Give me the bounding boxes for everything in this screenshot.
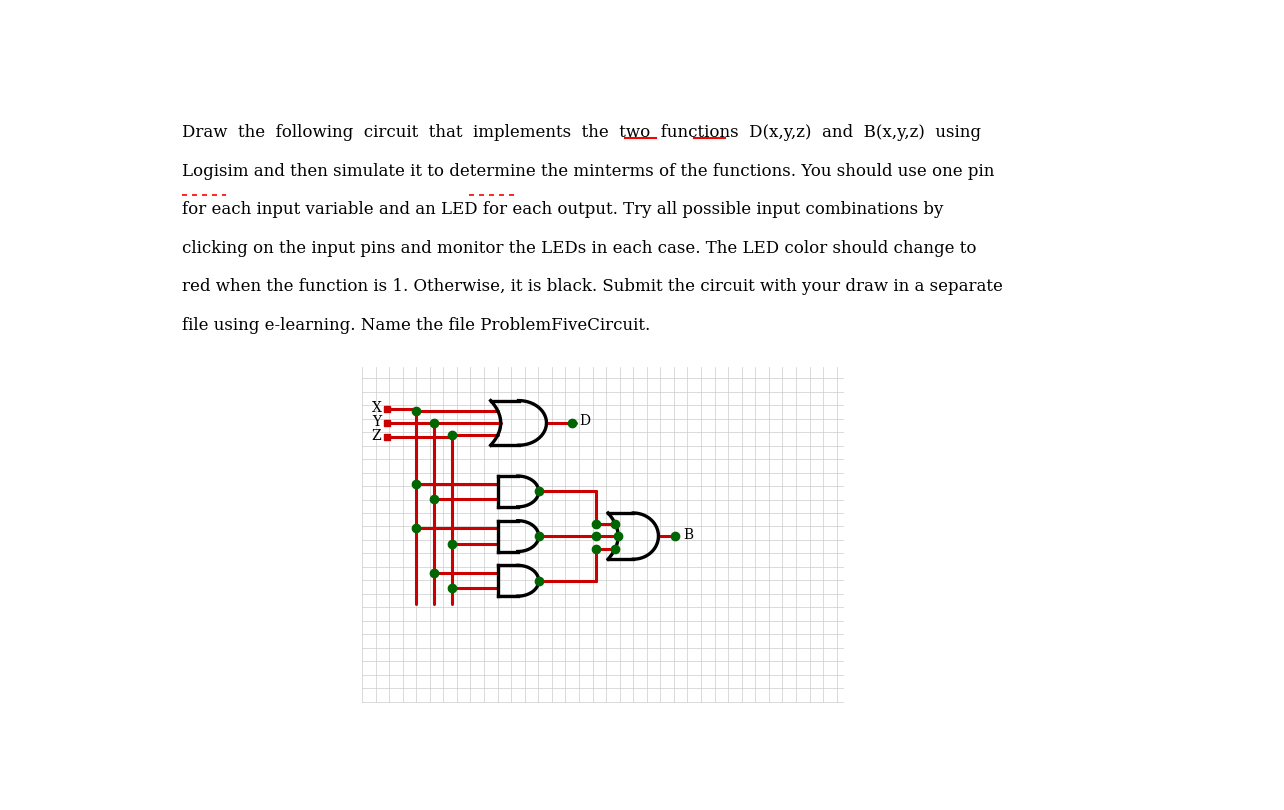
- Text: Logisim and then simulate it to determine the minterms of the functions. You sho: Logisim and then simulate it to determin…: [182, 163, 995, 180]
- Text: X: X: [371, 401, 381, 416]
- Text: clicking on the input pins and monitor the LEDs in each case. The LED color shou: clicking on the input pins and monitor t…: [182, 240, 977, 257]
- Text: red when the function is 1. Otherwise, it is black. Submit the circuit with your: red when the function is 1. Otherwise, i…: [182, 278, 1003, 295]
- Text: Y: Y: [372, 416, 381, 429]
- Text: Draw  the  following  circuit  that  implements  the  two  functions  D(x,y,z)  : Draw the following circuit that implemen…: [182, 124, 981, 141]
- Text: D: D: [580, 415, 591, 428]
- Text: B: B: [683, 527, 693, 542]
- Text: for each input variable and an LED for each output. Try all possible input combi: for each input variable and an LED for e…: [182, 201, 944, 218]
- Text: file using e-learning. Name the file ProblemFiveCircuit.: file using e-learning. Name the file Pro…: [182, 317, 651, 334]
- Text: Z: Z: [372, 429, 381, 443]
